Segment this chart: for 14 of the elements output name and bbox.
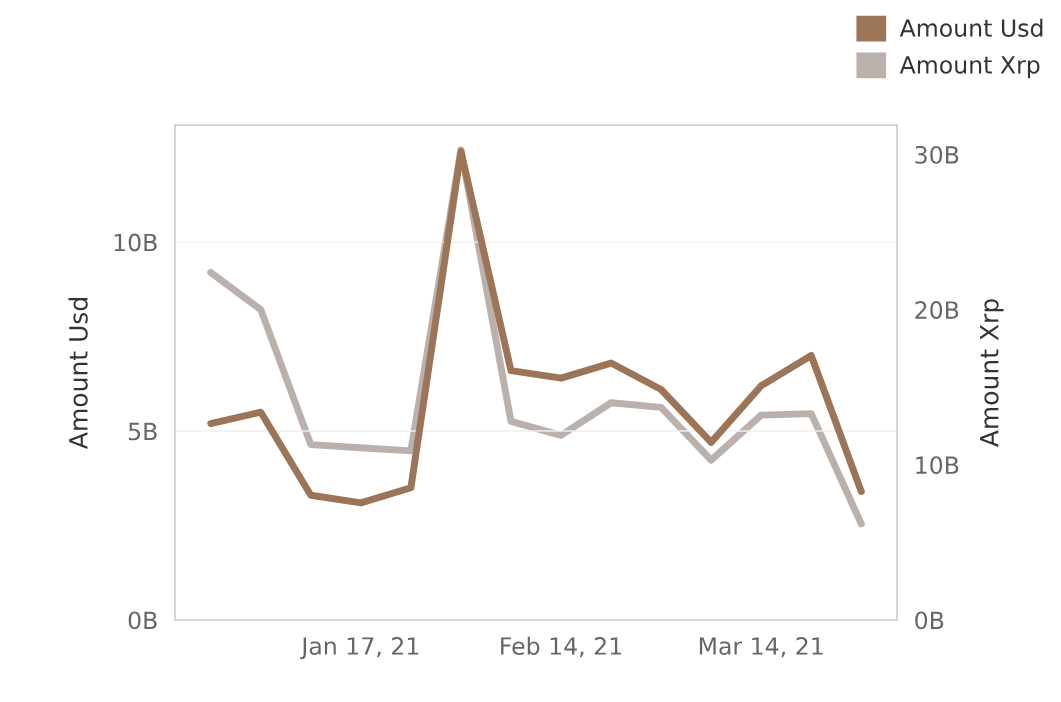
y-tick-label: 10B: [114, 233, 157, 252]
y2-tick-label: 0B: [915, 611, 944, 630]
x-tick-label: Mar 14, 21: [699, 637, 823, 658]
y2-tick-label: 30B: [915, 145, 959, 164]
y2-tick-label: 20B: [915, 301, 959, 319]
y-tick-label: 0B: [128, 611, 157, 630]
y-tick-label: 5B: [128, 422, 157, 441]
x-tick-label: Jan 17, 21: [300, 637, 419, 660]
legend-label: Amount Usd: [899, 18, 1043, 37]
y-axis-title: Amount Usd: [68, 298, 88, 449]
legend-label: Amount Xrp: [899, 56, 1040, 79]
x-tick-label: Feb 14, 21: [501, 636, 622, 658]
y2-axis-title: Amount Xrp: [980, 299, 1004, 448]
y2-tick-label: 10B: [916, 456, 959, 475]
